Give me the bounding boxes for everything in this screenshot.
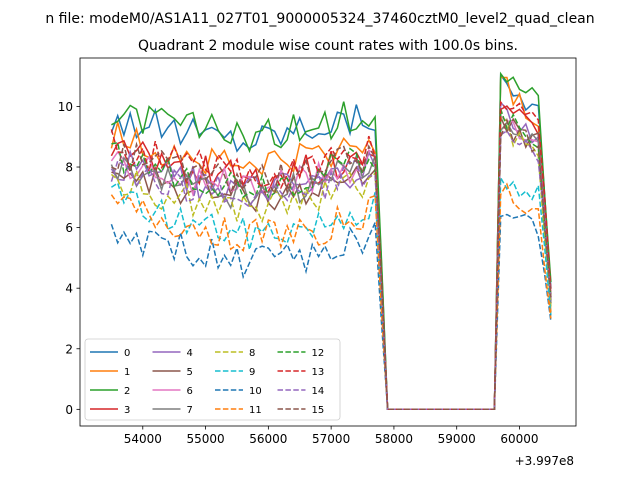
y-tick-label: 4 [65,282,73,296]
chart-title: Quadrant 2 module wise count rates with … [138,38,518,54]
legend-label-8: 8 [249,348,255,359]
legend-label-2: 2 [124,386,130,397]
legend-label-14: 14 [312,386,325,397]
y-tick-label: 0 [65,403,73,417]
x-tick-label: 56000 [249,432,287,446]
y-tick-label: 2 [65,342,73,356]
x-tick-label: 58000 [375,432,413,446]
figure-suptitle: n file: modeM0/AS1A11_027T01_9000005324_… [45,11,594,27]
y-tick-label: 8 [65,161,73,175]
x-offset-label: +3.997e8 [515,454,574,468]
legend-label-9: 9 [249,367,255,378]
x-tick-label: 57000 [312,432,350,446]
plot-area: 54000 55000 56000 57000 58000 59000 60000 0 2 4 6 8… [58,57,577,446]
axes-frame [79,57,577,427]
y-tick-label: 6 [65,221,73,235]
x-tick-label: 54000 [124,432,162,446]
legend-label-11: 11 [249,405,262,416]
legend-label-3: 3 [124,405,130,416]
legend-label-15: 15 [312,405,325,416]
legend-label-12: 12 [312,348,325,359]
legend-label-7: 7 [187,405,193,416]
legend-label-4: 4 [187,348,193,359]
series-lines [110,71,552,411]
legend-label-0: 0 [124,348,130,359]
legend-label-1: 1 [124,367,130,378]
x-tick-label: 59000 [438,432,476,446]
legend-label-10: 10 [249,386,262,397]
legend-label-6: 6 [187,386,193,397]
legend-label-13: 13 [312,367,325,378]
x-tick-label: 60000 [500,432,538,446]
y-tick-label: 10 [58,100,73,114]
legend-box [84,338,341,421]
x-tick-label: 55000 [186,432,224,446]
legend-label-5: 5 [187,367,193,378]
series-line-15 [111,117,552,411]
